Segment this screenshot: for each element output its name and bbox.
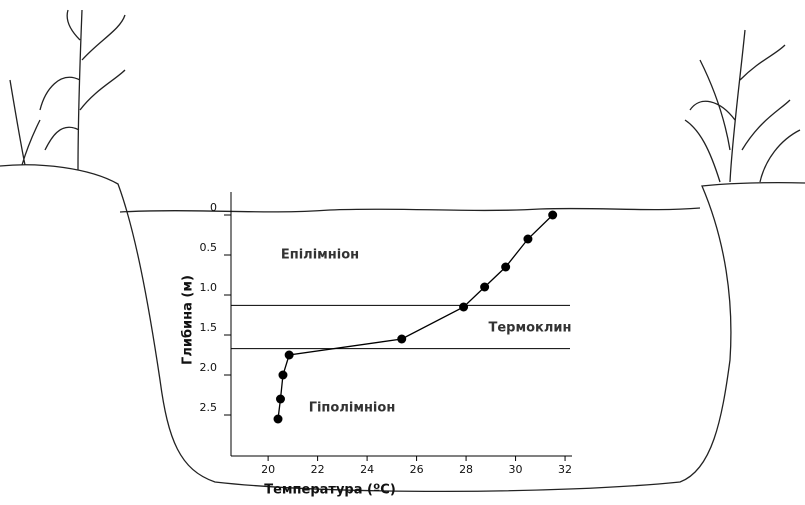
x-tick-label: 32	[558, 463, 572, 476]
x-tick-label: 20	[261, 463, 275, 476]
y-tick-label: 0.5	[200, 241, 218, 254]
annotation: Гіполімніон	[309, 401, 396, 416]
y-tick-label: 2.5	[200, 401, 218, 414]
x-axis-label: Температура (ºC)	[264, 483, 396, 498]
annotation: Термоклин	[489, 321, 572, 336]
y-tick-label: 2.0	[200, 361, 218, 374]
y-tick-label: 0	[210, 201, 217, 214]
chart: Температура (ºC) Глибина (м) Епілімніон …	[0, 0, 805, 501]
data-point	[276, 395, 285, 404]
y-tick-label: 1.5	[200, 321, 218, 334]
data-point	[523, 235, 532, 244]
data-point	[285, 351, 294, 360]
x-tick-label: 28	[459, 463, 473, 476]
data-point	[548, 211, 557, 220]
annotation: Епілімніон	[281, 248, 359, 263]
profile-line	[278, 215, 553, 419]
y-axis-label: Глибина (м)	[181, 275, 196, 365]
lake-drawing	[0, 10, 805, 491]
data-point	[459, 303, 468, 312]
data-point	[278, 371, 287, 380]
data-point	[501, 263, 510, 272]
x-tick-label: 24	[360, 463, 374, 476]
data-point	[397, 335, 406, 344]
data-point	[480, 283, 489, 292]
y-tick-label: 1.0	[200, 281, 218, 294]
x-tick-label: 22	[311, 463, 325, 476]
x-tick-label: 26	[410, 463, 424, 476]
data-point	[274, 415, 283, 424]
x-tick-label: 30	[509, 463, 523, 476]
